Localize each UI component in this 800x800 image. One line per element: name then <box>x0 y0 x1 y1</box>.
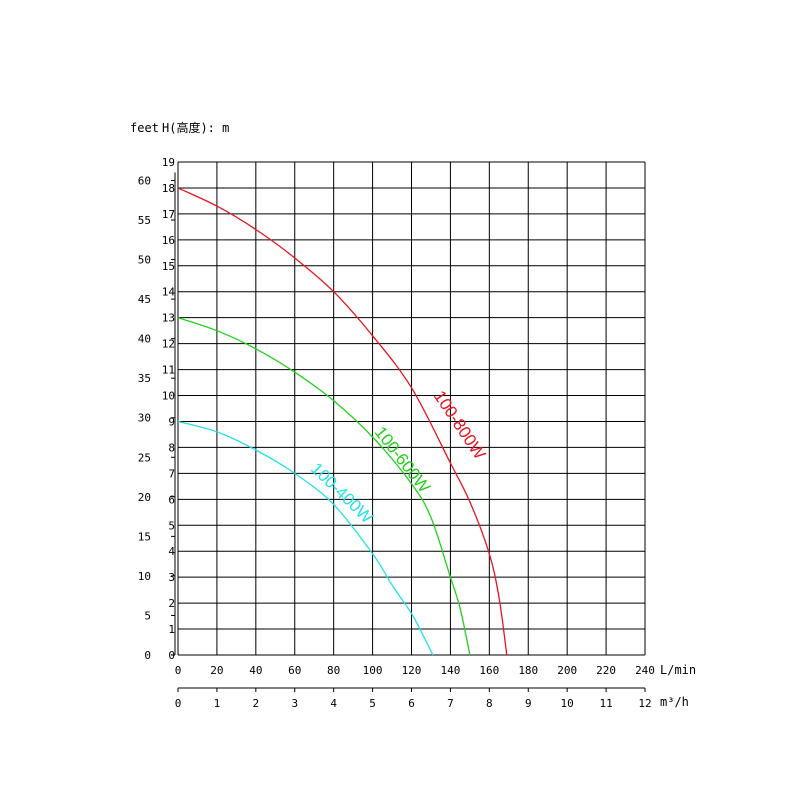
y-tick-label-feet: 5 <box>144 609 151 622</box>
flow-unit-lmin: L/min <box>660 663 696 677</box>
x-tick-label-m3h: 4 <box>330 697 337 710</box>
y-tick-label-m: 4 <box>168 545 175 558</box>
x-tick-label-lmin: 240 <box>635 664 655 677</box>
y-tick-label-m: 5 <box>168 519 175 532</box>
y-tick-label-feet: 0 <box>144 649 151 662</box>
y-tick-label-m: 10 <box>162 390 175 403</box>
y-tick-label-feet: 35 <box>138 372 151 385</box>
y-tick-label-m: 8 <box>168 441 175 454</box>
x-tick-label-lmin: 200 <box>557 664 577 677</box>
y-tick-label-feet: 10 <box>138 570 151 583</box>
y-tick-label-m: 7 <box>168 467 175 480</box>
y-tick-label-m: 19 <box>162 156 175 169</box>
x-tick-label-lmin: 40 <box>249 664 262 677</box>
x-tick-label-m3h: 10 <box>561 697 574 710</box>
y-tick-label-m: 16 <box>162 234 175 247</box>
y-tick-label-feet: 50 <box>138 254 151 267</box>
x-tick-label-lmin: 80 <box>327 664 340 677</box>
x-tick-label-lmin: 0 <box>175 664 182 677</box>
curve-label-100-600w: 100-600W <box>371 423 434 497</box>
head-axis-header: H(高度): m <box>162 120 229 135</box>
curves <box>177 187 508 656</box>
x-tick-label-m3h: 12 <box>638 697 651 710</box>
curve-label-100-800w: 100-800W <box>430 387 490 463</box>
x-tick-label-m3h: 1 <box>214 697 221 710</box>
x-tick-label-m3h: 7 <box>447 697 454 710</box>
y-tick-label-m: 9 <box>168 415 175 428</box>
y-tick-label-m: 1 <box>168 623 175 636</box>
x-tick-label-m3h: 6 <box>408 697 415 710</box>
x-tick-label-m3h: 3 <box>291 697 298 710</box>
x-tick-label-lmin: 20 <box>210 664 223 677</box>
flow-unit-m3h: m³/h <box>660 695 689 709</box>
curve-100-800w <box>177 187 508 656</box>
y-tick-label-m: 13 <box>162 312 175 325</box>
y-tick-label-feet: 60 <box>138 174 151 187</box>
curve-label-100-400w: 100-400W <box>307 459 377 527</box>
x-tick-label-lmin: 160 <box>479 664 499 677</box>
x-tick-label-m3h: 11 <box>599 697 612 710</box>
x-tick-label-lmin: 120 <box>402 664 422 677</box>
y-tick-label-m: 11 <box>162 364 175 377</box>
curve-100-400w <box>177 420 434 656</box>
y-tick-label-m: 12 <box>162 338 175 351</box>
y-tick-label-feet: 25 <box>138 451 151 464</box>
y-tick-label-feet: 15 <box>138 530 151 543</box>
y-tick-label-feet: 45 <box>138 293 151 306</box>
y-tick-label-m: 15 <box>162 260 175 273</box>
x-tick-label-lmin: 180 <box>518 664 538 677</box>
curve-100-600w <box>177 317 471 656</box>
y-tick-label-m: 2 <box>168 597 175 610</box>
chart-grid <box>177 161 646 656</box>
x-tick-label-m3h: 8 <box>486 697 493 710</box>
y-tick-label-m: 18 <box>162 182 175 195</box>
y-tick-label-m: 14 <box>162 286 176 299</box>
y-tick-label-feet: 20 <box>138 491 151 504</box>
y-tick-label-feet: 40 <box>138 333 151 346</box>
x-tick-label-m3h: 5 <box>369 697 376 710</box>
y-tick-label-m: 6 <box>168 493 175 506</box>
y-tick-label-feet: 30 <box>138 412 151 425</box>
x-tick-label-lmin: 60 <box>288 664 301 677</box>
x-tick-label-m3h: 2 <box>253 697 260 710</box>
x-tick-label-lmin: 100 <box>363 664 383 677</box>
x-tick-label-lmin: 220 <box>596 664 616 677</box>
x-tick-label-m3h: 0 <box>175 697 182 710</box>
y-tick-label-feet: 55 <box>138 214 151 227</box>
x-tick-label-lmin: 140 <box>440 664 460 677</box>
x-tick-label-m3h: 9 <box>525 697 532 710</box>
y-tick-label-m: 3 <box>168 571 175 584</box>
y-tick-label-m: 17 <box>162 208 175 221</box>
feet-axis-header: feet <box>130 121 159 135</box>
